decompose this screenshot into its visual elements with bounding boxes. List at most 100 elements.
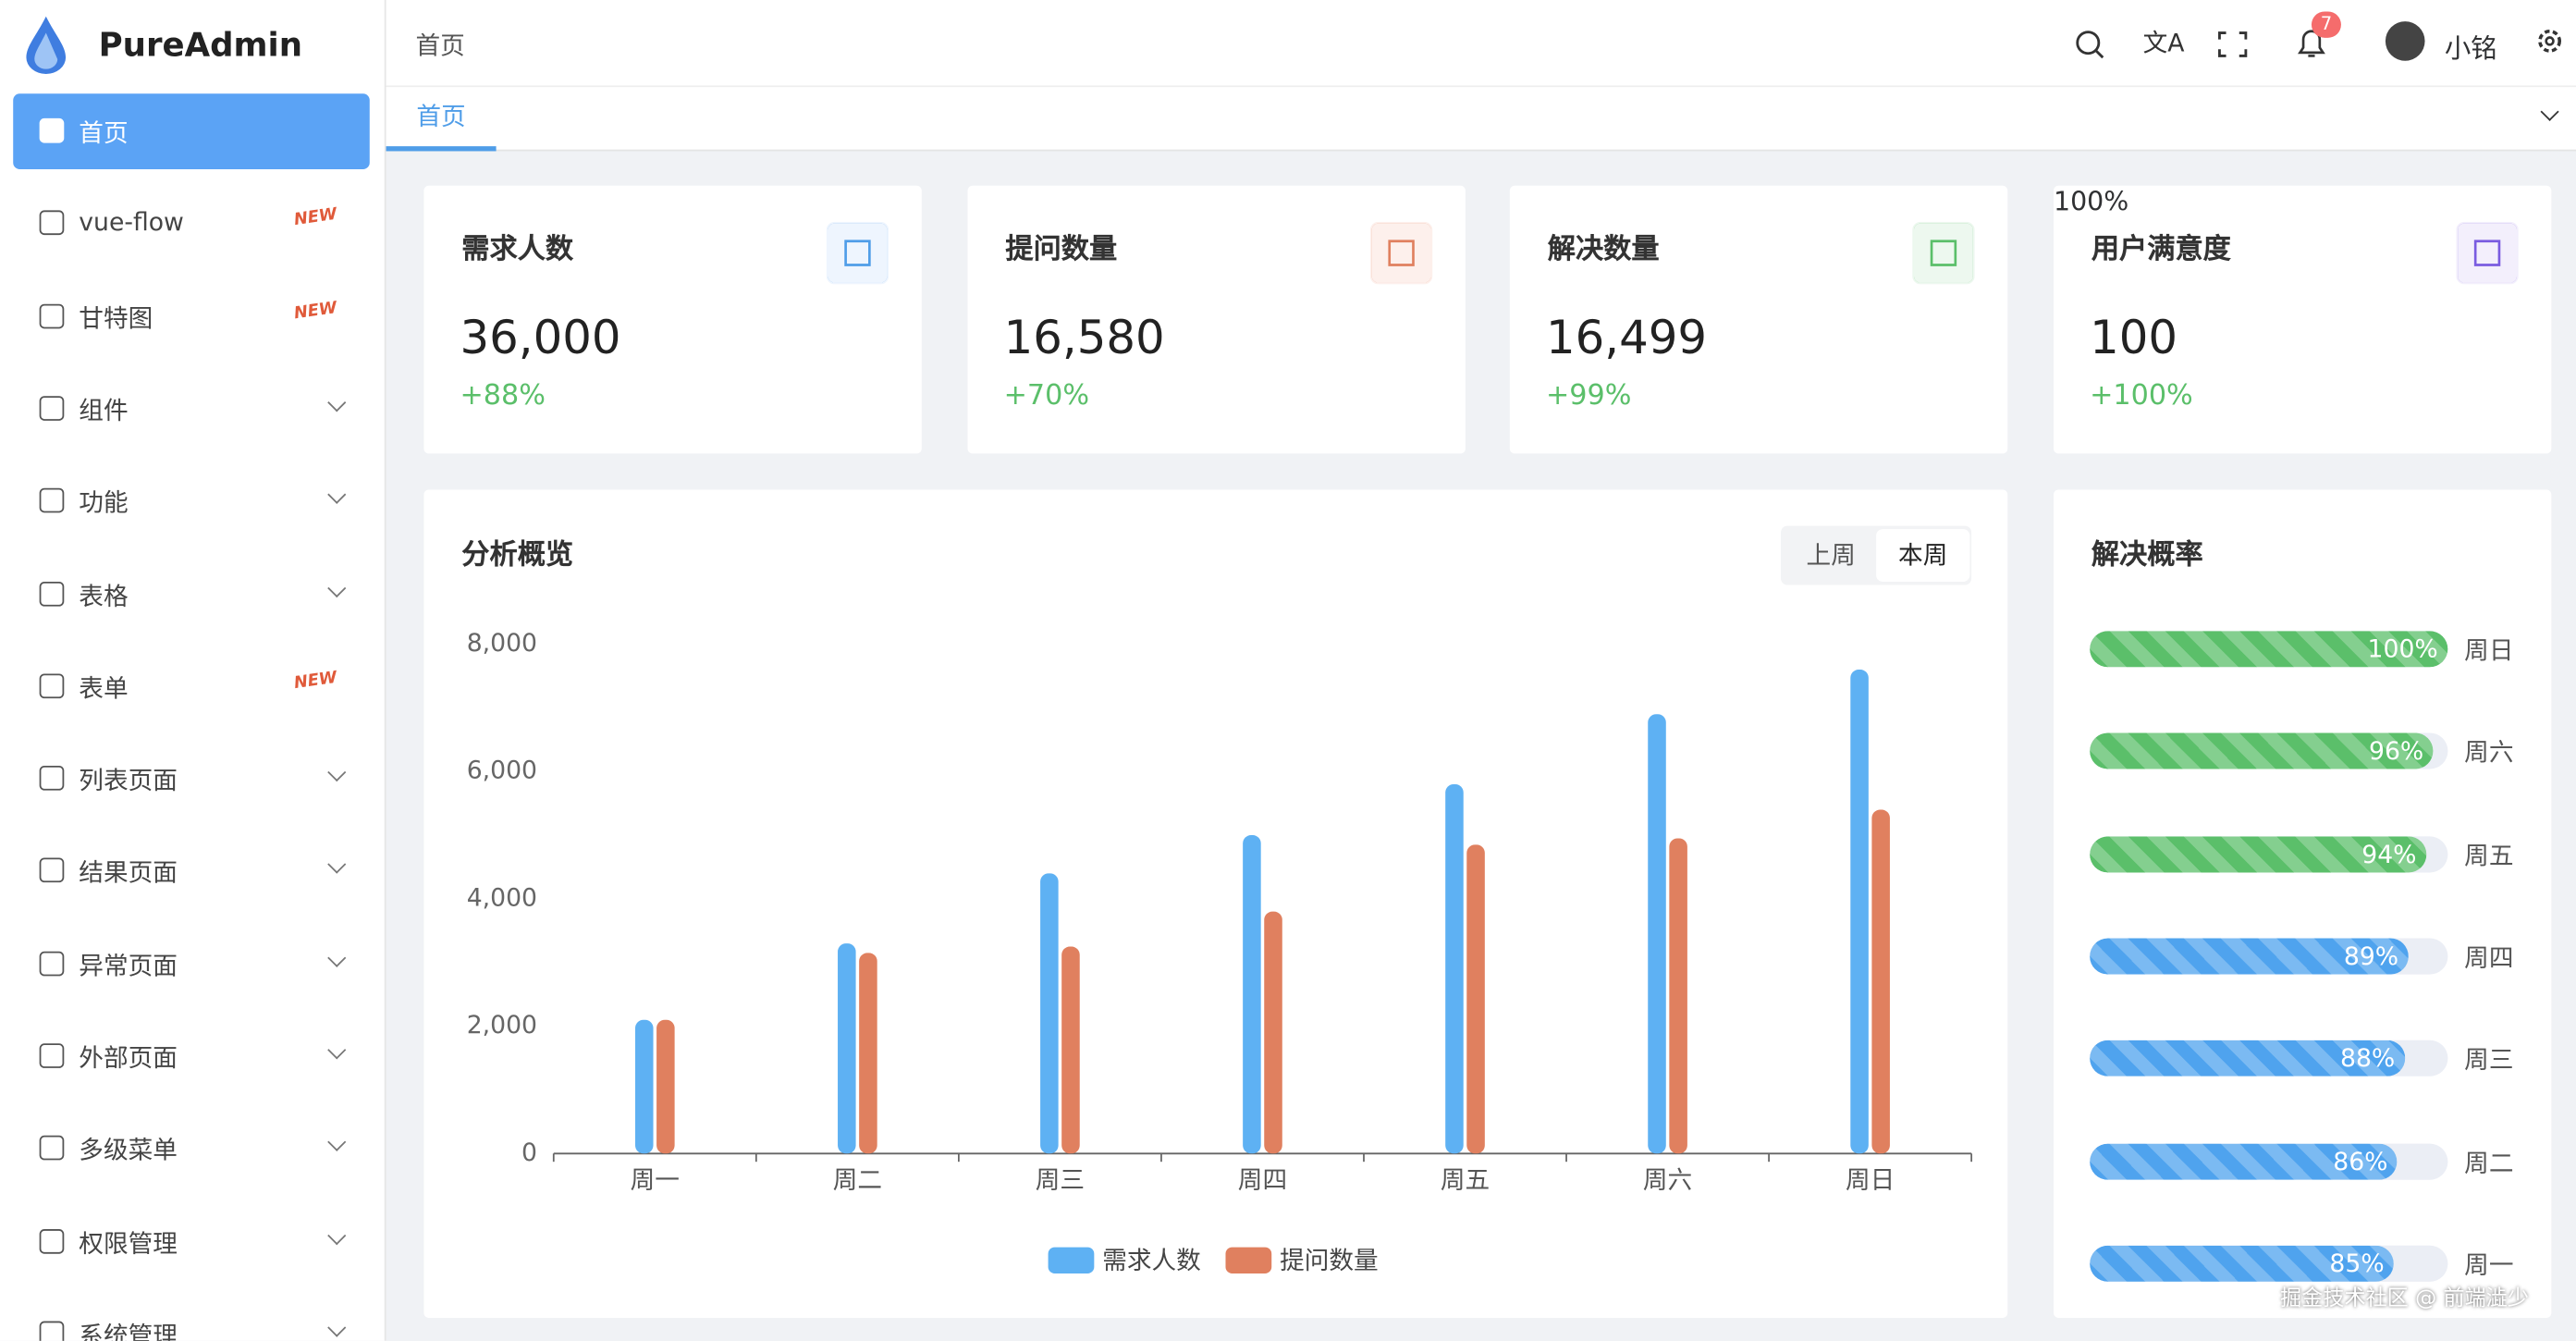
menu-label: 组件 (79, 396, 129, 425)
bar (634, 1019, 654, 1154)
progress-track: 88% (2090, 1040, 2448, 1077)
bar (1445, 783, 1464, 1154)
menu-icon (39, 302, 65, 328)
legend-label[interactable]: 提问数量 (1280, 1247, 1379, 1275)
legend-label[interactable]: 需求人数 (1102, 1247, 1201, 1275)
progress-label: 88% (2340, 1043, 2396, 1074)
menu-label: 表单 (79, 673, 129, 704)
x-tick-label: 周一 (631, 1166, 680, 1195)
progress-bar: 100% (2090, 631, 2448, 668)
breadcrumb[interactable]: 首页 (415, 31, 465, 61)
stat-card: 提问数量 16,580 +70% (967, 185, 1466, 454)
bar (1040, 873, 1059, 1154)
menu-item[interactable]: 结果页面 (13, 834, 370, 910)
menu-item[interactable]: 多级菜单 (13, 1112, 370, 1187)
x-tick-label: 周六 (1643, 1166, 1692, 1195)
day-label: 周三 (2464, 1045, 2514, 1076)
avatar[interactable] (2385, 21, 2425, 61)
menu-label: 多级菜单 (79, 1136, 178, 1166)
menu-label: 系统管理 (79, 1321, 178, 1341)
chart-card: 分析概览 上周 本周 0 2,000 4,000 6,000 8,000 周一 周二 周三 周四… (423, 489, 2008, 1318)
menu-icon (39, 858, 65, 883)
stat-card: 用户满意度 100 +100% 100% (2053, 185, 2552, 454)
toggle-button[interactable]: 上周 (1806, 540, 1856, 571)
menu-item[interactable]: 组件 (13, 371, 370, 447)
menu-label: 首页 (79, 117, 129, 148)
tabs-dropdown[interactable] (2540, 102, 2559, 121)
rate-card: 解决概率 100% 周日 96% 周六 94% 周五 89% 周四 88% 周三 86% 周二 85% 周… (2053, 489, 2552, 1318)
menu-item[interactable]: 甘特图 NEW (13, 278, 370, 354)
progress-label: 96% (2368, 736, 2424, 767)
menu-icon (39, 117, 65, 143)
progress-bar: 88% (2090, 1040, 2405, 1077)
progress-label: 85% (2329, 1248, 2385, 1278)
new-badge: NEW (292, 206, 338, 230)
menu-item[interactable]: 表格 (13, 556, 370, 632)
x-tick-label: 周日 (1846, 1166, 1895, 1195)
toggle-button[interactable]: 本周 (1876, 529, 1970, 582)
menu-item[interactable]: vue-flow NEW (13, 186, 370, 262)
bar (656, 1019, 675, 1154)
menu-item[interactable]: 功能 (13, 463, 370, 539)
progress-track: 100% (2090, 631, 2448, 668)
sidebar: PureAdmin 首页 vue-flow NEW 甘特图 NEW 组件 功能 表格 表单 NEW… (0, 0, 386, 1341)
tags-bar: 首页 (386, 87, 2576, 152)
day-label: 周一 (2464, 1249, 2514, 1280)
menu-icon (39, 673, 65, 698)
card-icon (1912, 221, 1975, 285)
menu-icon (39, 1228, 65, 1253)
search-icon[interactable] (2076, 31, 2101, 55)
y-tick-label: 2,000 (467, 1011, 537, 1040)
menu-item[interactable]: 首页 (13, 93, 370, 170)
bar (1243, 835, 1261, 1154)
menu-label: 外部页面 (79, 1043, 178, 1074)
settings-icon[interactable] (2535, 26, 2565, 55)
menu-icon (39, 951, 65, 976)
menu-label: 功能 (79, 488, 129, 519)
bar (1850, 670, 1869, 1154)
y-tick-label: 8,000 (467, 629, 537, 658)
menu-label: 异常页面 (79, 951, 178, 981)
new-badge: NEW (292, 669, 338, 694)
chevron (327, 855, 347, 875)
card-title: 用户满意度 (2091, 233, 2231, 266)
menu-label: 甘特图 (79, 302, 153, 333)
rate-title: 解决概率 (2091, 538, 2203, 572)
progress-bar: 96% (2090, 732, 2434, 770)
menu-item[interactable]: 外部页面 (13, 1019, 370, 1095)
week-toggle: 上周 本周 (1781, 525, 1972, 585)
tab[interactable]: 首页 (386, 87, 497, 152)
progress-bar: 89% (2090, 938, 2409, 975)
card-change: +88% (460, 379, 546, 412)
menu-label: 权限管理 (79, 1228, 178, 1259)
progress-label: 86% (2333, 1146, 2388, 1176)
x-tick-label: 周三 (1036, 1166, 1085, 1195)
fullscreen-icon[interactable] (2218, 31, 2248, 57)
watermark: 掘金技术社区 @ 前端澁少 (2280, 1286, 2529, 1311)
card-value: 100 (2090, 310, 2178, 365)
progress-track: 89% (2090, 938, 2448, 975)
menu-item[interactable]: 异常页面 (13, 927, 370, 1003)
legend-swatch[interactable] (1225, 1247, 1272, 1274)
translate-icon[interactable]: 文A (2143, 29, 2185, 57)
progress-label: 89% (2343, 941, 2399, 971)
menu-item[interactable]: 列表页面 (13, 741, 370, 817)
card-value: 16,580 (1003, 310, 1165, 365)
card-icon (2456, 221, 2519, 285)
menu-icon (39, 488, 65, 513)
menu-label: vue-flow (79, 207, 184, 238)
notification-badge: 7 (2311, 11, 2341, 38)
legend-swatch[interactable] (1048, 1247, 1095, 1274)
card-title: 解决数量 (1547, 233, 1660, 266)
menu-item[interactable]: 系统管理 (13, 1297, 370, 1341)
new-badge: NEW (292, 299, 338, 323)
ring-label: 100% (2053, 185, 2129, 217)
y-tick-label: 4,000 (467, 883, 537, 912)
menu-item[interactable]: 表单 NEW (13, 648, 370, 724)
menu-item[interactable]: 权限管理 (13, 1204, 370, 1280)
user-name[interactable]: 小铭 (2444, 32, 2497, 65)
menu-icon (39, 1321, 65, 1341)
progress-bar: 85% (2090, 1245, 2395, 1282)
